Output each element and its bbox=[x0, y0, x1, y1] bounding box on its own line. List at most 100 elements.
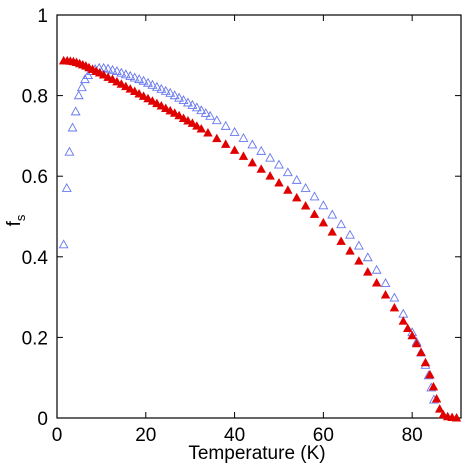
data-point bbox=[165, 87, 176, 97]
data-point bbox=[143, 93, 153, 103]
plot-frame bbox=[56, 14, 462, 419]
y-axis-label-text: fs bbox=[4, 214, 28, 226]
data-point bbox=[327, 227, 337, 236]
data-point bbox=[416, 347, 426, 357]
y-tick-label: 0.4 bbox=[22, 248, 49, 269]
data-point bbox=[318, 200, 329, 210]
data-point bbox=[229, 145, 240, 154]
data-point bbox=[265, 171, 275, 180]
data-point bbox=[411, 338, 422, 348]
data-point bbox=[169, 90, 180, 100]
data-point bbox=[98, 70, 109, 79]
x-tick-label: 40 bbox=[224, 425, 245, 446]
data-point bbox=[247, 157, 258, 167]
data-point bbox=[451, 412, 462, 422]
data-point bbox=[129, 72, 140, 82]
data-point bbox=[116, 67, 127, 77]
data-point bbox=[192, 121, 202, 130]
data-point bbox=[283, 185, 293, 194]
data-point bbox=[187, 99, 198, 109]
x-tick-labels: 0 20 40 60 80 bbox=[52, 425, 423, 446]
data-point bbox=[160, 85, 171, 95]
data-point bbox=[70, 106, 81, 116]
data-point bbox=[200, 107, 211, 117]
data-point bbox=[107, 64, 118, 74]
x-tick-label: 60 bbox=[313, 425, 334, 446]
data-point bbox=[336, 236, 346, 245]
data-point bbox=[212, 133, 222, 143]
data-point bbox=[220, 139, 231, 148]
data-point bbox=[76, 82, 87, 92]
data-point bbox=[143, 77, 153, 87]
data-point bbox=[174, 110, 184, 120]
data-point bbox=[147, 79, 158, 89]
y-tick-label: 0 bbox=[37, 409, 48, 430]
data-point bbox=[434, 404, 445, 413]
data-point bbox=[398, 316, 408, 325]
data-point bbox=[203, 128, 213, 137]
data-point bbox=[398, 308, 409, 318]
data-point bbox=[129, 86, 140, 96]
data-point bbox=[183, 97, 193, 107]
data-point bbox=[178, 113, 189, 123]
y-axis-label: fs bbox=[4, 214, 28, 226]
series-2 bbox=[58, 55, 462, 422]
data-point bbox=[425, 369, 435, 379]
data-point bbox=[196, 105, 207, 115]
data-point bbox=[151, 81, 162, 91]
data-point bbox=[116, 79, 127, 88]
data-point bbox=[363, 267, 373, 276]
data-point bbox=[103, 63, 114, 73]
data-point bbox=[336, 219, 347, 229]
data-point bbox=[196, 124, 206, 133]
data-point bbox=[403, 323, 413, 332]
data-point bbox=[380, 290, 391, 299]
data-point bbox=[354, 256, 364, 265]
data-point bbox=[389, 292, 400, 302]
data-point bbox=[120, 69, 131, 79]
data-point bbox=[211, 115, 222, 125]
data-point bbox=[220, 120, 231, 130]
data-point bbox=[64, 146, 75, 156]
data-point bbox=[161, 103, 171, 112]
data-point bbox=[247, 139, 258, 149]
data-series bbox=[58, 55, 462, 422]
data-point bbox=[67, 122, 78, 132]
data-point bbox=[431, 394, 442, 403]
data-point bbox=[345, 246, 355, 255]
x-tick-label: 0 bbox=[52, 425, 63, 446]
y-tick-label: 0.6 bbox=[22, 167, 48, 188]
data-point bbox=[327, 209, 338, 219]
data-point bbox=[183, 115, 193, 125]
data-point bbox=[300, 200, 311, 210]
data-point bbox=[265, 152, 276, 162]
data-point bbox=[178, 95, 189, 105]
data-point bbox=[112, 76, 122, 86]
data-point bbox=[282, 167, 293, 177]
data-point bbox=[300, 182, 311, 192]
data-point bbox=[73, 90, 84, 100]
data-point bbox=[318, 217, 329, 227]
y-tick-label: 0.8 bbox=[22, 87, 48, 108]
data-point bbox=[380, 278, 391, 287]
data-point bbox=[238, 132, 249, 142]
x-axis-label: Temperature (K) bbox=[188, 443, 325, 464]
data-point bbox=[187, 118, 198, 127]
data-point bbox=[58, 239, 69, 249]
x-tick-label: 80 bbox=[402, 425, 423, 446]
data-point bbox=[371, 277, 382, 287]
y-tick-label: 0.2 bbox=[22, 328, 48, 349]
data-point bbox=[292, 192, 302, 202]
data-point bbox=[353, 240, 364, 250]
data-point bbox=[371, 264, 382, 274]
data-point bbox=[156, 101, 167, 110]
data-point bbox=[428, 381, 439, 391]
data-point bbox=[138, 75, 149, 85]
data-point bbox=[111, 66, 122, 76]
y-tick-label: 1 bbox=[37, 6, 48, 27]
data-point bbox=[169, 108, 180, 117]
data-point bbox=[138, 91, 149, 100]
data-point bbox=[121, 81, 131, 91]
data-point bbox=[174, 92, 185, 102]
data-point bbox=[345, 229, 355, 239]
